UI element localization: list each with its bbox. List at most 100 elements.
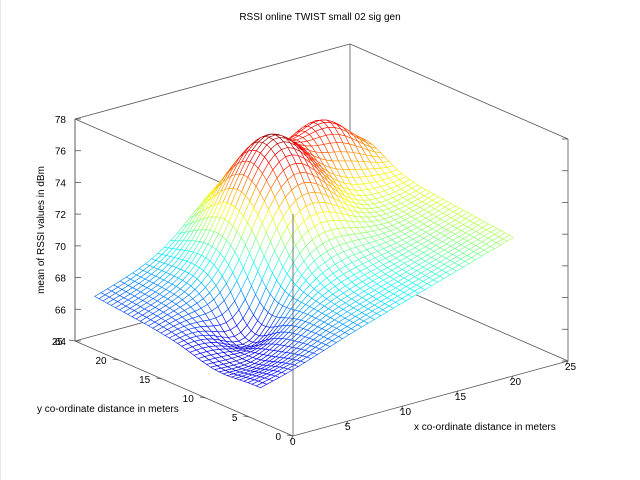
mesh-cell xyxy=(182,273,194,283)
mesh-cell xyxy=(158,247,169,255)
mesh-cell xyxy=(280,339,291,346)
mesh-cell xyxy=(397,182,408,189)
mesh-cell xyxy=(422,277,434,284)
mesh-cell xyxy=(401,185,412,192)
mesh-cell xyxy=(315,328,327,336)
mesh-cell xyxy=(256,354,268,360)
mesh-cell xyxy=(338,192,349,202)
mesh-cell xyxy=(376,309,387,316)
mesh-cell xyxy=(330,278,342,287)
mesh-cell xyxy=(157,263,169,271)
mesh-cell xyxy=(421,255,432,261)
mesh-cell xyxy=(404,230,416,237)
mesh-cell xyxy=(189,241,200,253)
mesh-cell xyxy=(356,227,368,234)
mesh-cell xyxy=(138,309,149,316)
mesh-cell xyxy=(213,339,224,344)
mesh-cell xyxy=(195,255,206,268)
mesh-cell xyxy=(410,285,421,292)
mesh-cell xyxy=(200,339,212,344)
mesh-cell xyxy=(419,218,431,224)
mesh-cell xyxy=(432,225,443,232)
mesh-cell xyxy=(427,251,438,258)
mesh-cell xyxy=(321,152,333,161)
mesh-cell xyxy=(215,345,226,350)
mesh-cell xyxy=(368,168,379,176)
mesh-cell xyxy=(385,285,396,292)
mesh-cell xyxy=(327,195,338,207)
mesh-cell xyxy=(458,247,470,254)
mesh-cell xyxy=(228,301,239,318)
mesh-cell xyxy=(259,349,270,355)
mesh-cell xyxy=(351,161,362,170)
mesh-cell xyxy=(389,258,401,265)
mesh-cell xyxy=(255,223,267,248)
mesh-cell xyxy=(414,273,426,280)
mesh-cell xyxy=(344,328,356,335)
mesh-cell xyxy=(318,306,329,314)
mesh-cell xyxy=(193,241,204,254)
mesh-cell xyxy=(262,379,273,385)
mesh-cell xyxy=(325,160,337,169)
mesh-cell xyxy=(210,353,222,359)
mesh-cell xyxy=(333,220,344,229)
mesh-cell xyxy=(409,233,420,240)
mesh-cell xyxy=(459,232,470,239)
mesh-cell xyxy=(140,302,151,309)
mesh-cell xyxy=(337,274,348,283)
mesh-cell xyxy=(425,271,436,278)
mesh-cell xyxy=(203,319,214,327)
mesh-cell xyxy=(320,221,332,233)
mesh-cell xyxy=(142,311,153,318)
mesh-cell xyxy=(256,142,267,154)
mesh-cell xyxy=(161,282,173,290)
mesh-cell xyxy=(264,374,276,380)
mesh-cell xyxy=(192,316,204,323)
mesh-cell xyxy=(306,353,318,359)
mesh-cell xyxy=(233,211,244,232)
mesh-cell xyxy=(409,219,420,225)
mesh-cell xyxy=(195,208,207,222)
mesh-cell xyxy=(432,210,443,217)
mesh-cell xyxy=(324,301,335,309)
mesh-cell xyxy=(117,297,129,304)
mesh-cell xyxy=(446,226,458,232)
mesh-cell xyxy=(298,350,309,356)
x-tick xyxy=(454,390,459,397)
mesh-cell xyxy=(395,284,407,291)
mesh-cell xyxy=(411,199,423,206)
mesh-cell xyxy=(295,275,306,289)
mesh-cell xyxy=(151,253,163,261)
mesh-cell xyxy=(203,260,214,275)
mesh-cell xyxy=(272,161,284,179)
mesh-cell xyxy=(338,160,349,170)
mesh-cell xyxy=(200,326,212,332)
mesh-cell xyxy=(196,321,208,327)
mesh-cell xyxy=(361,147,373,157)
mesh-cell xyxy=(453,222,464,229)
mesh-cell xyxy=(329,211,340,221)
mesh-cell xyxy=(407,210,418,217)
mesh-cell xyxy=(264,241,275,265)
mesh-cell xyxy=(101,288,112,295)
mesh-cell xyxy=(261,355,272,361)
mesh-cell xyxy=(340,176,351,185)
mesh-cell xyxy=(456,253,468,260)
mesh-cell xyxy=(417,238,428,245)
mesh-cell xyxy=(294,320,306,328)
mesh-cell xyxy=(226,272,237,292)
z-tick-label: 64 xyxy=(55,337,67,348)
mesh-cell xyxy=(120,277,131,284)
mesh-cell xyxy=(415,201,427,208)
mesh-cell xyxy=(439,272,451,279)
mesh-cell xyxy=(275,351,287,358)
mesh-cell xyxy=(269,356,280,362)
mesh-cell xyxy=(494,230,506,237)
mesh-cell xyxy=(238,299,250,319)
mesh-cell xyxy=(324,122,335,128)
mesh-cell xyxy=(278,332,289,339)
mesh-cell xyxy=(273,367,284,372)
mesh-cell xyxy=(267,338,279,344)
mesh-cell xyxy=(450,256,461,263)
mesh-cell xyxy=(366,296,377,303)
